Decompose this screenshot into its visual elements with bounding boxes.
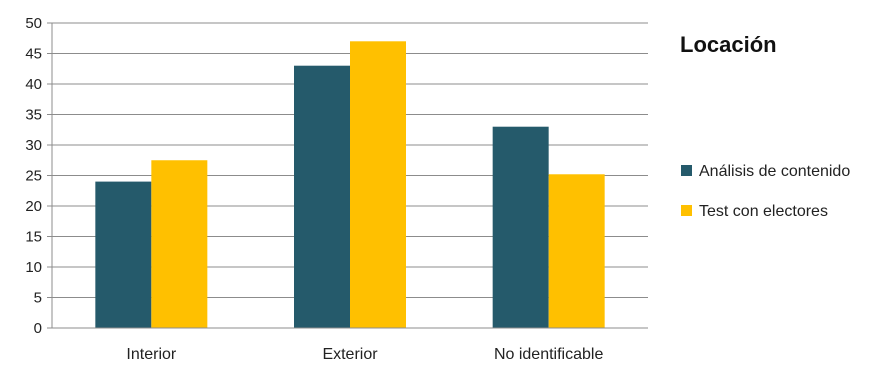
legend-label: Test con electores bbox=[699, 203, 828, 220]
y-tick-label: 45 bbox=[25, 46, 42, 63]
bar-test-0 bbox=[151, 160, 208, 328]
y-axis-ticks: 0 5 10 15 20 25 30 35 40 45 50 bbox=[25, 15, 52, 337]
y-tick-label: 35 bbox=[25, 107, 42, 124]
bar-analisis-0 bbox=[95, 181, 152, 328]
axes bbox=[51, 23, 648, 329]
x-category-label: No identificable bbox=[494, 346, 604, 363]
legend-label: Análisis de contenido bbox=[699, 163, 850, 180]
y-tick-label: 10 bbox=[25, 259, 42, 276]
y-tick-label: 15 bbox=[25, 229, 42, 246]
y-tick-label: 5 bbox=[34, 290, 42, 307]
legend: Análisis de contenido Test con electores bbox=[681, 163, 850, 220]
y-tick-label: 40 bbox=[25, 76, 42, 93]
bar-analisis-1 bbox=[294, 65, 350, 328]
bar-analisis-2 bbox=[492, 126, 549, 328]
y-tick-label: 0 bbox=[34, 320, 42, 337]
y-tick-label: 30 bbox=[25, 137, 42, 154]
bar-test-2 bbox=[548, 174, 605, 328]
y-tick-label: 50 bbox=[25, 15, 42, 32]
y-tick-label: 20 bbox=[25, 198, 42, 215]
x-category-label: Exterior bbox=[322, 346, 378, 363]
x-category-label: Interior bbox=[126, 346, 176, 363]
chart-title: Locación bbox=[680, 32, 777, 57]
legend-swatch bbox=[681, 205, 692, 216]
bars bbox=[95, 41, 605, 329]
bar-test-1 bbox=[350, 41, 406, 329]
x-axis-labels: Interior Exterior No identificable bbox=[126, 346, 603, 363]
y-tick-label: 25 bbox=[25, 168, 42, 185]
legend-swatch bbox=[681, 165, 692, 176]
